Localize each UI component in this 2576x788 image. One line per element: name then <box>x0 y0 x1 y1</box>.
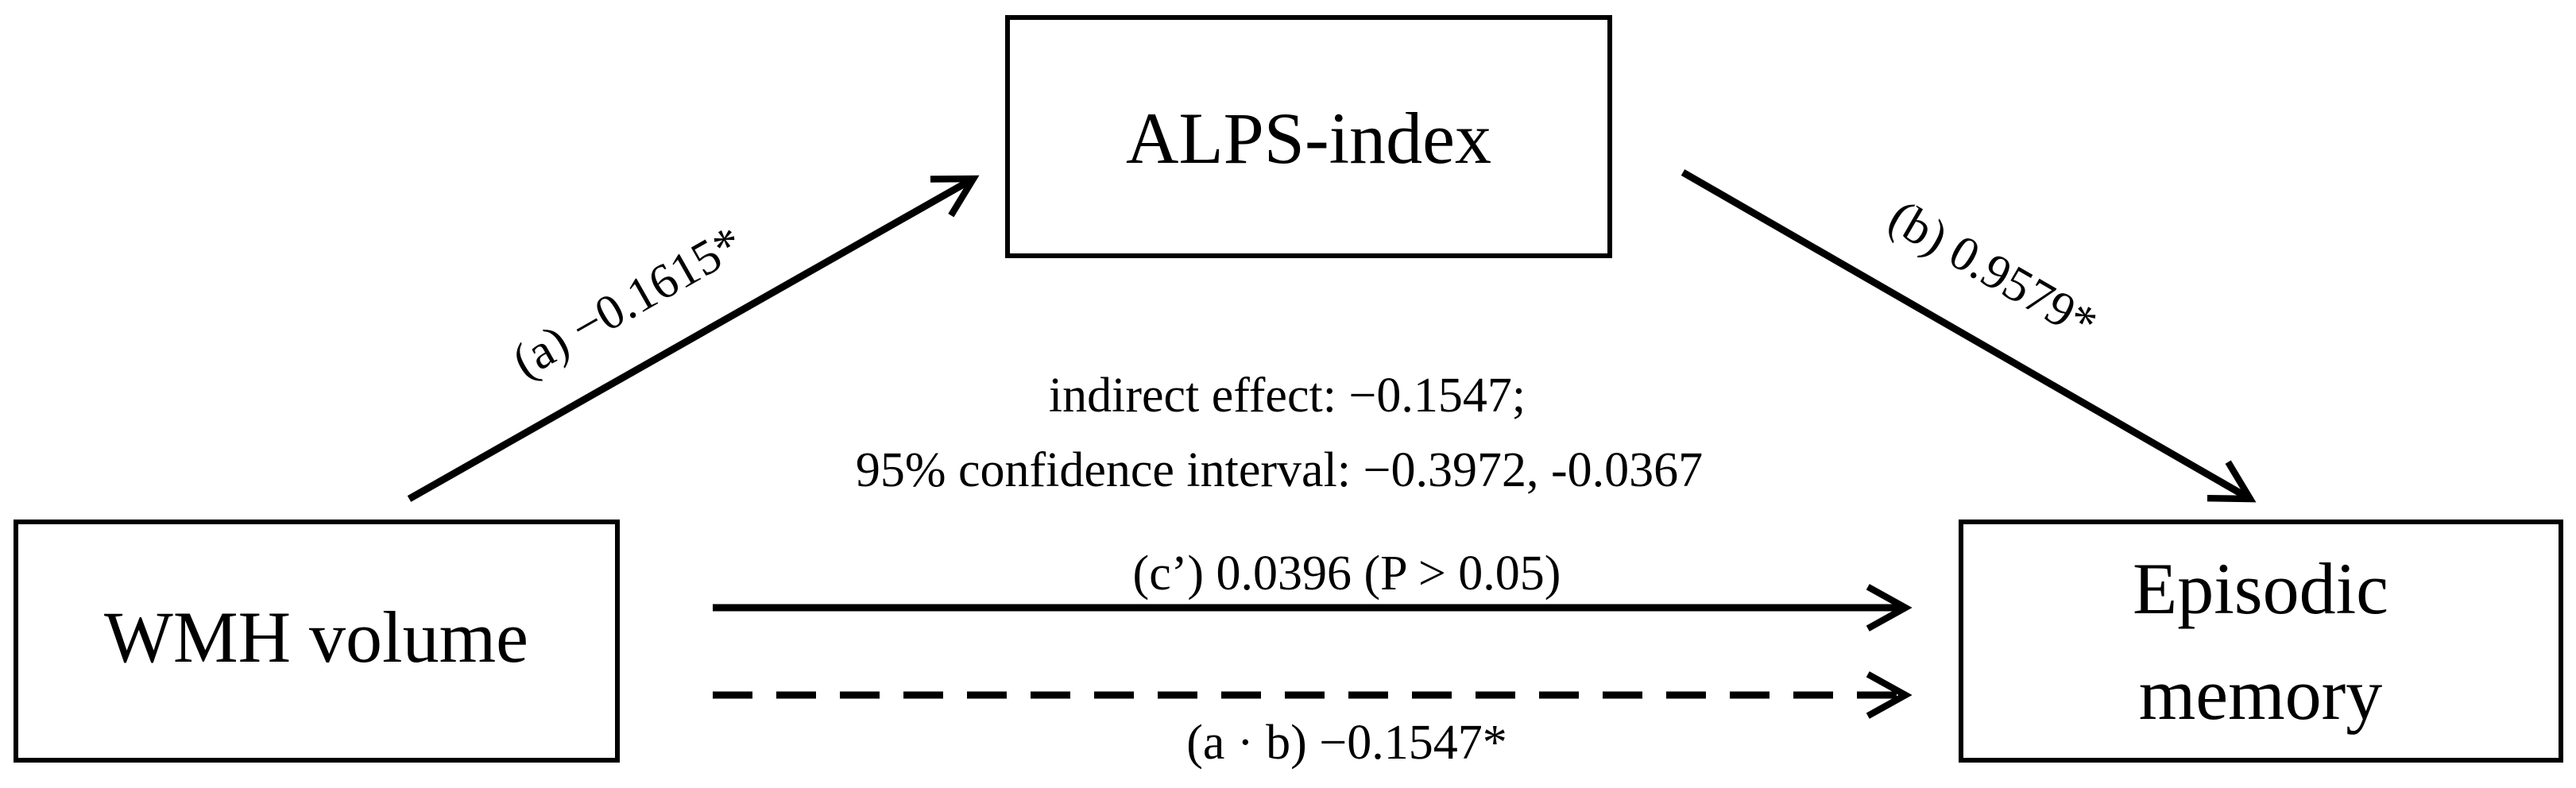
predictor-label: WMH volume <box>104 597 528 678</box>
path-a-arrow <box>407 175 980 502</box>
indirect-effect-text: indirect effect: −0.1547; <box>1049 369 1526 423</box>
outcome-box <box>1959 520 2563 763</box>
indirect-path-label: (a · b) −0.1547* <box>1186 716 1507 770</box>
mediator-node: ALPS-index <box>1005 15 1612 258</box>
mediator-label: ALPS-index <box>1126 98 1491 179</box>
predictor-box <box>14 520 620 763</box>
path-b-label: (b) 0.9579* <box>1880 190 2106 352</box>
predictor-node: WMH volume <box>14 520 620 763</box>
outcome-label-line1: Episodic <box>2133 548 2388 629</box>
outcome-label-line2: memory <box>2139 654 2383 735</box>
confidence-interval-text: 95% confidence interval: −0.3972, -0.036… <box>856 443 1703 497</box>
path-b-arrow <box>1681 169 2257 503</box>
mediator-box <box>1005 15 1612 258</box>
path-a-label: (a) −0.1615* <box>504 216 752 389</box>
outcome-node: Episodic memory <box>1959 520 2563 763</box>
direct-path-label: (c’) 0.0396 (P > 0.05) <box>1133 547 1561 601</box>
